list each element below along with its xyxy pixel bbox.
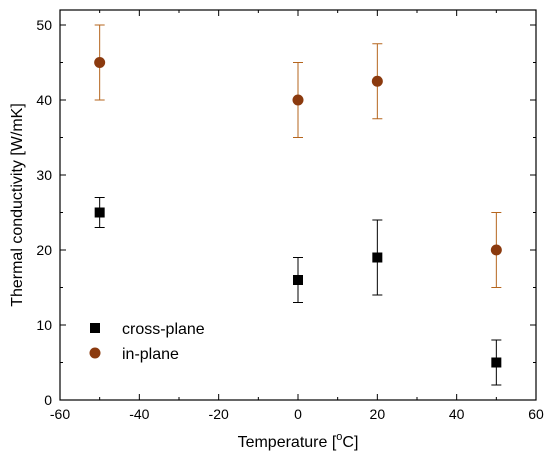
cross-plane-point: [293, 275, 303, 285]
x-tick-label: 20: [370, 406, 386, 422]
x-tick-label: -40: [129, 406, 149, 422]
y-tick-label: 50: [36, 17, 52, 33]
cross-plane-point: [94, 207, 105, 218]
in-plane-point: [371, 75, 383, 87]
in-plane-point: [292, 94, 304, 106]
cross-plane-point: [372, 252, 383, 263]
x-axis-title-tail: C]: [342, 434, 358, 451]
x-axis-title-main: Temperature [: [238, 434, 337, 451]
x-tick-label: 0: [294, 406, 302, 422]
axis-ticks: [59, 10, 537, 401]
cross-plane-point: [491, 357, 502, 368]
legend-marker-in-plane: [89, 347, 101, 359]
legend: cross-plane in-plane: [89, 321, 205, 363]
y-tick-label: 40: [36, 92, 52, 108]
y-tick-label: 0: [44, 392, 52, 408]
y-tick-label: 20: [36, 242, 52, 258]
y-tick-label: 10: [36, 317, 52, 333]
in-plane-point: [94, 57, 106, 68]
legend-label-cross-plane: cross-plane: [122, 321, 205, 338]
x-tick-label: -60: [50, 406, 70, 422]
legend-label-in-plane: in-plane: [122, 346, 179, 363]
legend-marker-cross-plane: [90, 323, 100, 333]
x-tick-label: 60: [528, 406, 544, 422]
marker-layer: [94, 57, 502, 368]
y-tick-label: 30: [36, 167, 52, 183]
x-axis-title-superscript: o: [336, 431, 342, 443]
axis-tick-labels: -60 -40 -20 0 20 40 60 0 10 20 30 40 50: [36, 17, 544, 422]
x-axis-title: Temperature [oC]: [238, 431, 359, 451]
x-tick-label: -20: [209, 406, 229, 422]
y-axis-title: Thermal conductivity [W/mK]: [9, 103, 26, 307]
x-tick-label: 40: [449, 406, 465, 422]
in-plane-point: [490, 244, 502, 256]
